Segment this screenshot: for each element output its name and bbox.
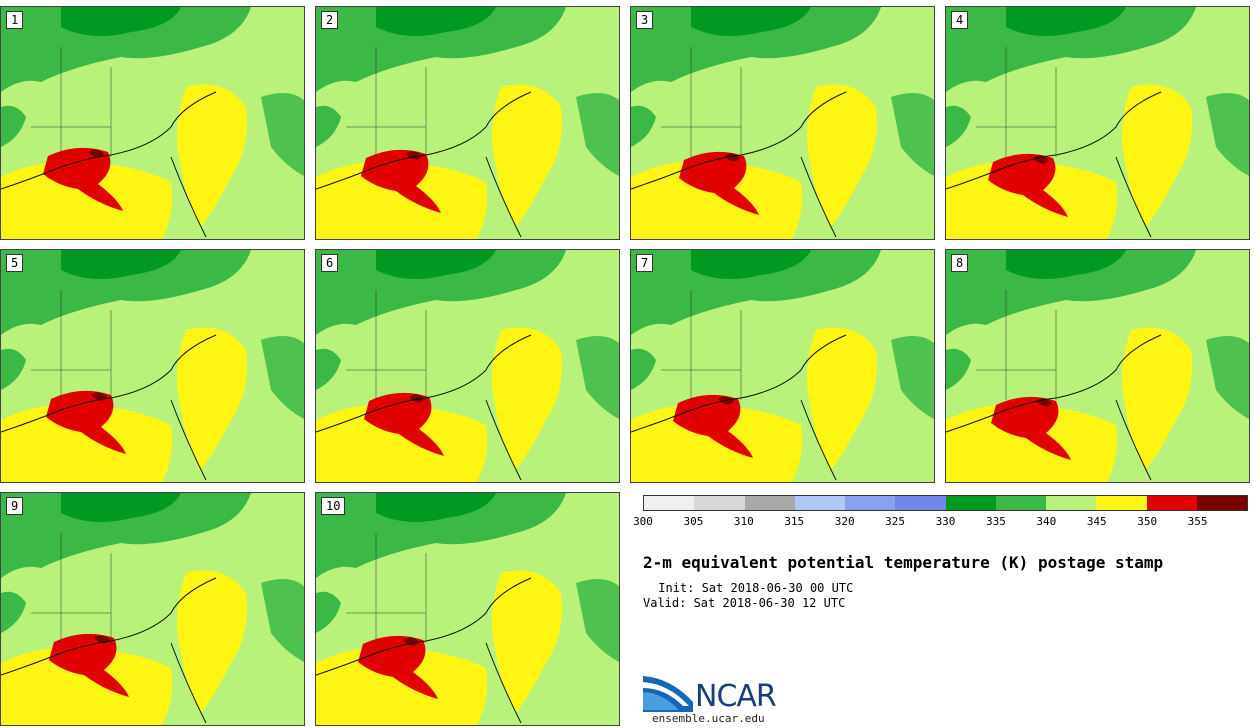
stamp-panel-2: 2 [315,6,620,240]
chart-title: 2-m equivalent potential temperature (K)… [643,553,1164,572]
panel-number-label: 8 [951,254,969,272]
map-image [946,7,1249,239]
panel-number-label: 5 [6,254,24,272]
colorbar-tick-label: 350 [1137,515,1158,528]
map-image [1,250,304,482]
ncar-logo-text: NCAR [695,679,777,714]
stamp-panel-1: 1 [0,6,305,240]
stamp-panel-7: 7 [630,249,935,483]
colorbar-segment [644,496,695,510]
map-image [631,250,934,482]
panel-number-label: 3 [636,11,654,29]
colorbar-segment [794,496,845,510]
panel-number-label: 6 [321,254,339,272]
colorbar-tick-label: 325 [885,515,906,528]
panel-number-label: 9 [6,497,24,515]
map-image [316,493,619,725]
colorbar-segment [845,496,896,510]
colorbar-tick-label: 305 [683,515,704,528]
colorbar-tick-label: 320 [834,515,855,528]
stamp-panel-10: 10 [315,492,620,726]
stamp-panel-6: 6 [315,249,620,483]
colorbar-tick-label: 335 [985,515,1006,528]
colorbar-segment [1146,496,1197,510]
colorbar-segment [1046,496,1097,510]
map-image [631,7,934,239]
map-image [946,250,1249,482]
panel-number-label: 4 [951,11,969,29]
colorbar-tick-label: 310 [733,515,754,528]
colorbar-tick-label: 300 [633,515,653,528]
valid-time: Valid: Sat 2018-06-30 12 UTC [643,596,846,610]
colorbar-segment [694,496,745,510]
colorbar-tick-label: 330 [935,515,956,528]
panel-number-label: 10 [321,497,346,515]
colorbar-tick-label: 345 [1086,515,1107,528]
map-image [316,7,619,239]
colorbar-tick-label: 340 [1036,515,1057,528]
ncar-logo-url: ensemble.ucar.edu [652,712,765,725]
map-image [1,493,304,725]
stamp-panel-5: 5 [0,249,305,483]
colorbar-tick-label: 355 [1187,515,1208,528]
colorbar [643,495,1248,511]
panel-number-label: 1 [6,11,24,29]
colorbar-segment [1196,496,1247,510]
colorbar-tick-labels: 300 305 310 315 320 325 330 335 340 345 350 355 [633,515,1248,529]
ncar-logo: NCAR ensemble.ucar.edu [643,672,803,726]
colorbar-segment [945,496,996,510]
colorbar-tick-label: 315 [784,515,805,528]
stamp-panel-4: 4 [945,6,1250,240]
init-time: Init: Sat 2018-06-30 00 UTC [651,581,854,595]
panel-number-label: 7 [636,254,654,272]
panel-number-label: 2 [321,11,339,29]
colorbar-segment [995,496,1046,510]
colorbar-segment [895,496,946,510]
colorbar-segment [1096,496,1147,510]
stamp-panel-8: 8 [945,249,1250,483]
ncar-swoosh-icon [643,676,693,712]
map-image [316,250,619,482]
map-image [1,7,304,239]
stamp-panel-9: 9 [0,492,305,726]
colorbar-segment [744,496,795,510]
stamp-panel-3: 3 [630,6,935,240]
